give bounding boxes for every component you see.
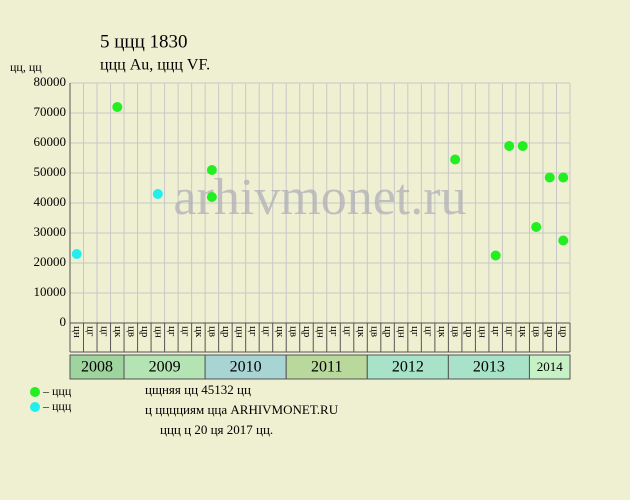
marks: – ццц– ццц (30, 102, 569, 413)
year-band (69, 354, 125, 380)
x-tick-label: цк (193, 326, 205, 338)
data-point (504, 141, 515, 151)
x-tick-label: цг (341, 326, 353, 337)
y-tick-label: 30000 (34, 224, 67, 239)
x-tick-label: цн (396, 326, 408, 338)
x-tick-label: цн (71, 326, 83, 338)
x-tick-label: цн (233, 326, 245, 338)
x-tick-label: цг (260, 326, 272, 337)
year-label: 2014 (537, 359, 564, 374)
data-point (71, 249, 82, 259)
y-axis-label: цц, цц (10, 60, 42, 74)
data-point (152, 189, 163, 199)
x-tick-label: цг (423, 326, 435, 337)
x-tick-label: цв (287, 326, 299, 337)
x-tick-label: цв (206, 326, 218, 337)
x-tick-label: цг (504, 326, 516, 337)
data-point (517, 141, 528, 151)
x-tick-label: цр (301, 326, 313, 338)
x-tick-label: цр (544, 326, 556, 338)
data-point (490, 250, 501, 261)
x-tick-label: цв (369, 326, 381, 337)
x-tick-label: цк (517, 326, 529, 338)
year-band (447, 354, 530, 380)
y-tick-label: 80000 (34, 74, 67, 89)
x-tick-label: цр (382, 326, 394, 338)
x-tick-label: цг (490, 326, 502, 337)
year-label: 2013 (473, 359, 505, 376)
x-tick-label: цг (409, 326, 421, 337)
data-point (206, 165, 217, 175)
chart-subtitle: ццц Au, ццц VF. (100, 57, 210, 74)
year-band (204, 354, 287, 380)
year-label: 2010 (230, 359, 262, 376)
y-tick-label: 0 (60, 314, 67, 329)
x-tick-label: цг (98, 326, 110, 337)
x-tick-label: цр (220, 326, 232, 338)
year-band (285, 354, 368, 380)
y-tick-label: 20000 (34, 254, 67, 269)
x-tick-label: цк (355, 326, 367, 338)
x-tick-label: цн (477, 326, 489, 338)
x-tick-label: цг (85, 326, 97, 337)
year-label: 2012 (392, 359, 424, 376)
year-label: 2011 (311, 359, 342, 376)
x-tick-label: цг (247, 326, 259, 337)
y-tick-label: 60000 (34, 134, 67, 149)
x-tick-label: цк (274, 326, 286, 338)
x-tick-label: цв (450, 326, 462, 337)
data-point (558, 235, 569, 246)
x-tick-label: цг (166, 326, 178, 337)
chart-title: 5 ццц 1830 (100, 31, 188, 52)
x-tick-label: цв (125, 326, 137, 337)
x-tick-label: цв (531, 326, 543, 337)
year-band (528, 354, 571, 380)
y-tick-label: 50000 (34, 164, 67, 179)
data-point (558, 172, 569, 183)
x-tick-label: цг (179, 326, 191, 337)
x-tick-label: цг (328, 326, 340, 337)
data-point (531, 222, 542, 232)
x-tick-label: цн (314, 326, 326, 338)
watermark: arhivmonet.ru (173, 169, 466, 226)
legend-label: – ццц (42, 384, 72, 398)
x-tick-label: цк (112, 326, 124, 338)
legend-label: – ццц (42, 399, 72, 413)
year-label: 2008 (81, 359, 113, 376)
data-point (544, 172, 555, 183)
data-point (112, 102, 123, 112)
x-tick-label: цр (139, 326, 151, 338)
year-band (123, 354, 206, 380)
x-tick-label: цн (152, 326, 164, 338)
plot-area: 0 10000 20000 30000 40000 50000 60000 70000 8000… (34, 74, 571, 380)
y-tick-label: 40000 (34, 194, 67, 209)
note: ццц ц 20 ця 2017 цц. (160, 422, 273, 437)
year-label: 2009 (149, 359, 181, 376)
x-tick-label: цр (558, 326, 570, 338)
y-tick-label: 70000 (34, 104, 67, 119)
x-tick-label: цр (463, 326, 475, 338)
data-point (450, 154, 461, 165)
legend-marker (30, 402, 40, 412)
legend-marker (30, 387, 40, 397)
data-point (206, 192, 217, 202)
y-tick-label: 10000 (34, 284, 67, 299)
note: цщняя цц 45132 цц (145, 382, 251, 397)
note: ц цццциям цца ARHIVMONET.RU (145, 402, 339, 417)
x-tick-label: цк (436, 326, 448, 338)
